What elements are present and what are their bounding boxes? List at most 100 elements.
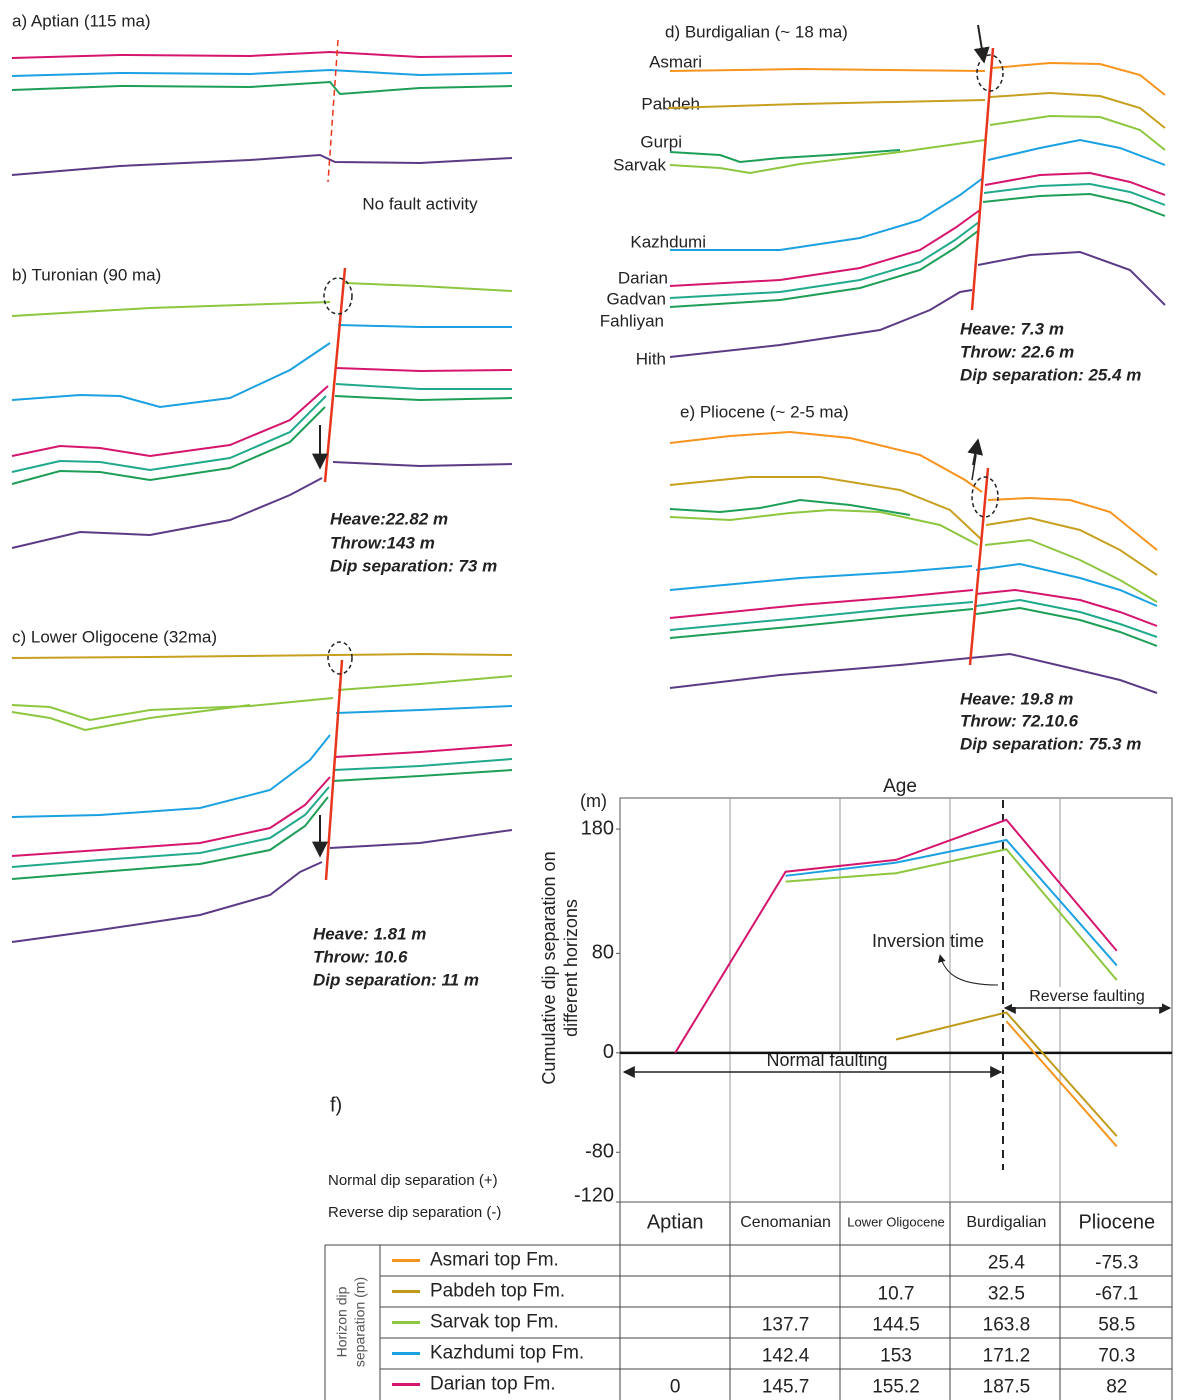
annotation: Heave: 19.8 m	[960, 689, 1073, 708]
horizon	[12, 698, 333, 720]
horizon	[12, 343, 330, 407]
panel-title: d) Burdigalian (~ 18 ma)	[665, 22, 848, 41]
horizon	[334, 759, 512, 770]
horizon-label: Darian	[618, 268, 668, 287]
horizon	[333, 462, 512, 466]
horizon-label: Pabdeh	[641, 94, 700, 113]
table-label: separation (m)	[352, 1277, 368, 1367]
horizon	[985, 540, 1157, 602]
horizon	[670, 477, 982, 540]
x-tick-label: Burdigalian	[966, 1214, 1046, 1231]
annotation: Inversion time	[872, 931, 984, 951]
legend-label: Darian top Fm.	[430, 1374, 556, 1395]
table-value: 187.5	[983, 1377, 1031, 1398]
y-tick-label: 180	[581, 817, 614, 839]
annotation: Heave: 1.81 m	[313, 924, 426, 943]
series-line	[786, 849, 1117, 980]
sign-note: Reverse dip separation (-)	[328, 1204, 501, 1221]
horizon-label: Sarvak	[613, 155, 666, 174]
horizon	[668, 100, 985, 108]
horizon-label: Kazhdumi	[630, 232, 706, 251]
panel-d: d) Burdigalian (~ 18 ma) Asmari Pabdeh G…	[600, 22, 1165, 384]
horizon	[670, 69, 985, 71]
horizon	[336, 368, 512, 371]
horizon	[670, 654, 1157, 693]
chart-title: Age	[883, 776, 917, 797]
y-tick-label: 0	[603, 1041, 614, 1063]
x-tick-label: Lower Oligocene	[847, 1214, 945, 1229]
annotation: Heave:22.82 m	[330, 509, 448, 528]
horizon	[976, 590, 1157, 626]
horizon-label: Hith	[636, 349, 666, 368]
y-axis-label: different horizons	[561, 899, 581, 1037]
annotation: Throw: 22.6 m	[960, 342, 1074, 361]
legend-label: Sarvak top Fm.	[430, 1312, 559, 1333]
horizon	[338, 676, 512, 690]
table-value: 155.2	[872, 1377, 920, 1398]
y-tick-label: 80	[592, 942, 614, 964]
legend-label: Asmari top Fm.	[430, 1250, 559, 1271]
slip-arrow	[978, 25, 984, 62]
horizon	[12, 705, 250, 730]
horizon	[335, 745, 512, 757]
horizon	[670, 140, 985, 173]
horizon	[12, 155, 512, 175]
annotation: Throw: 10.6	[313, 947, 408, 966]
panel-a: a) Aptian (115 ma) No fault activity	[12, 11, 512, 213]
table-value: 145.7	[762, 1377, 810, 1398]
series-line	[896, 1012, 1117, 1136]
table-value: 142.4	[762, 1346, 810, 1367]
table-value: 70.3	[1098, 1346, 1135, 1367]
table-value: 0	[670, 1377, 681, 1398]
horizon-label: Gadvan	[606, 289, 666, 308]
table-value: 58.5	[1098, 1315, 1135, 1336]
horizon	[670, 210, 980, 286]
horizon	[12, 82, 512, 94]
horizon-label: Asmari	[649, 52, 702, 71]
horizon	[976, 600, 1157, 637]
horizon	[12, 735, 330, 817]
horizon	[12, 52, 512, 58]
fault-circle	[324, 278, 352, 314]
y-tick-label: -120	[574, 1184, 614, 1206]
horizon	[12, 862, 322, 942]
annotation: Dip separation: 75.3 m	[960, 734, 1141, 753]
horizon	[338, 325, 512, 327]
horizon	[336, 384, 512, 389]
annotation-arrow	[940, 955, 998, 985]
horizon	[670, 432, 982, 492]
table-value: 171.2	[983, 1346, 1031, 1367]
panel-b: b) Turonian (90 ma) Heave:22.82 m Throw:…	[12, 265, 512, 575]
y-axis-label: Cumulative dip separation on	[539, 851, 559, 1084]
horizon	[986, 518, 1157, 575]
horizon	[990, 116, 1165, 150]
horizon	[988, 140, 1165, 165]
horizon	[12, 478, 322, 548]
horizon	[670, 510, 978, 545]
horizon	[12, 302, 330, 316]
table-value: -67.1	[1095, 1284, 1138, 1305]
panel-title: e) Pliocene (~ 2-5 ma)	[680, 402, 849, 421]
annotation: Heave: 7.3 m	[960, 319, 1064, 338]
horizon	[12, 787, 329, 867]
horizon	[992, 63, 1165, 95]
horizon-label: Fahliyan	[600, 311, 664, 330]
panel-c: c) Lower Oligocene (32ma) Heave: 1.81 m …	[12, 627, 512, 989]
horizon	[670, 222, 979, 298]
horizon	[670, 290, 972, 357]
horizon	[345, 283, 512, 291]
figure: a) Aptian (115 ma) No fault activity b) …	[0, 0, 1184, 1400]
x-tick-label: Pliocene	[1078, 1211, 1155, 1233]
horizon	[335, 396, 512, 400]
panel-title: b) Turonian (90 ma)	[12, 265, 161, 284]
horizon	[333, 770, 512, 781]
table-value: 82	[1106, 1377, 1127, 1398]
annotation: Reverse faulting	[1029, 988, 1145, 1005]
annotation: Throw: 72.10.6	[960, 711, 1079, 730]
table-label: Horizon dip	[334, 1286, 350, 1357]
table-value: 10.7	[878, 1284, 915, 1305]
horizon	[978, 252, 1165, 305]
table-value: 144.5	[872, 1315, 920, 1336]
y-tick-label: -80	[585, 1141, 614, 1163]
series-line	[1006, 1021, 1116, 1146]
